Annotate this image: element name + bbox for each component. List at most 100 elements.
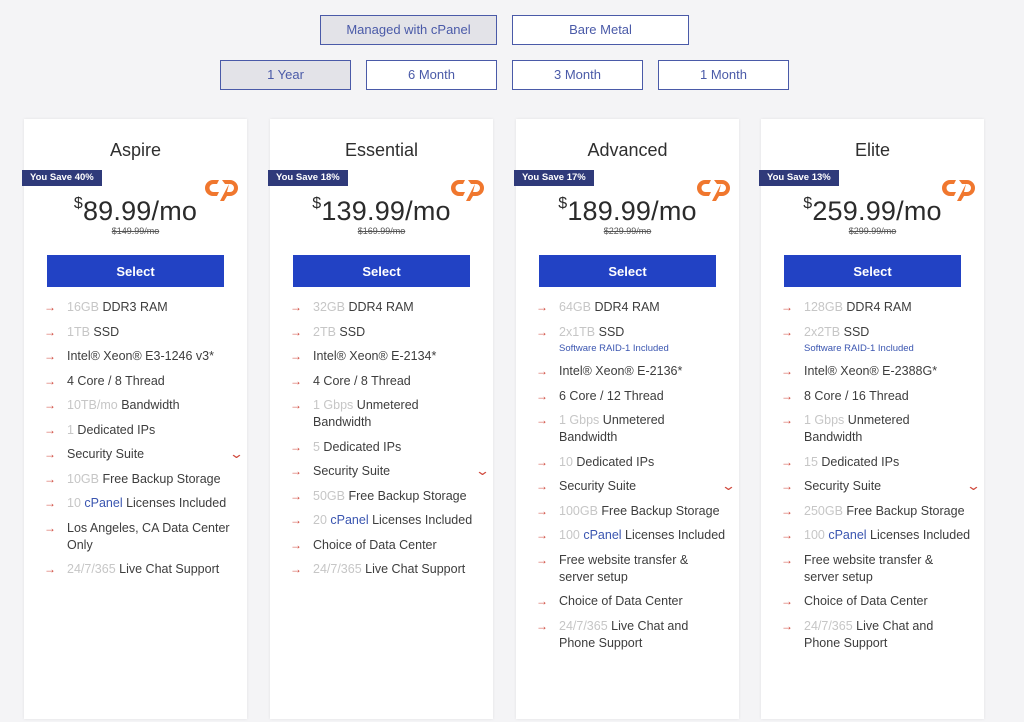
feature-item: → 100 cPanel Licenses Included	[781, 527, 971, 544]
cpanel-link[interactable]: cPanel	[824, 528, 867, 542]
feature-text: 6 Core / 12 Thread	[559, 388, 664, 403]
arrow-right-icon: →	[536, 479, 548, 493]
arrow-right-icon: →	[44, 520, 56, 535]
feature-highlight: 24/7/365	[313, 562, 362, 576]
arrow-right-icon: →	[44, 373, 56, 388]
arrow-right-icon: →	[536, 503, 548, 518]
save-badge: You Save 18%	[268, 170, 348, 186]
feature-highlight: 100	[804, 528, 825, 542]
feature-text: Free Backup Storage	[597, 503, 720, 518]
security-suite-toggle[interactable]: → Security Suite ⌄	[781, 478, 981, 495]
feature-text: Security Suite	[559, 479, 637, 493]
arrow-right-icon: →	[44, 496, 56, 510]
arrow-right-icon: →	[781, 528, 793, 542]
price-value: 259.99/mo	[812, 196, 942, 226]
feature-text: Dedicated IPs	[817, 454, 900, 469]
feature-highlight: 2x2TB	[804, 324, 841, 339]
security-suite-toggle[interactable]: → Security Suite ⌄	[536, 478, 736, 495]
feature-text: Intel® Xeon® E-2388G*	[804, 364, 938, 378]
security-suite-toggle[interactable]: → Security Suite ⌄	[290, 463, 490, 480]
feature-text: Choice of Data Center	[313, 537, 437, 552]
cpanel-link[interactable]: cPanel	[579, 528, 622, 542]
chevron-down-icon[interactable]: ⌄	[965, 478, 982, 493]
feature-item: → Intel® Xeon® E3-1246 v3*	[44, 348, 234, 365]
tab-6-month[interactable]: 6 Month	[366, 60, 497, 90]
feature-highlight: 16GB	[67, 300, 99, 314]
feature-text: Live Chat and Phone Support	[804, 618, 934, 650]
feature-highlight: 100GB	[559, 503, 598, 518]
arrow-right-icon: →	[290, 349, 302, 363]
feature-item: → 128GB DDR4 RAM	[781, 299, 971, 316]
feature-item: → 24/7/365 Live Chat and Phone Support	[536, 618, 726, 652]
select-button[interactable]: Select	[784, 255, 961, 287]
chevron-down-icon[interactable]: ⌄	[228, 446, 245, 461]
arrow-right-icon: →	[536, 528, 548, 542]
feature-highlight: 1 Gbps	[313, 398, 354, 412]
feature-text: Choice of Data Center	[804, 594, 928, 608]
feature-item: → Choice of Data Center	[781, 593, 971, 610]
feature-text: 4 Core / 8 Thread	[313, 373, 411, 388]
chevron-down-icon[interactable]: ⌄	[720, 478, 737, 493]
feature-text: Free Backup Storage	[98, 471, 221, 486]
feature-highlight: 10TB/mo	[67, 398, 118, 412]
feature-highlight: 2TB	[313, 324, 336, 339]
feature-item: → 32GB DDR4 RAM	[290, 299, 480, 316]
cpanel-logo-icon	[942, 180, 975, 201]
old-price: $169.99/mo	[357, 226, 406, 236]
feature-item: → 1 Gbps Unmetered Bandwidth	[290, 397, 480, 431]
feature-item: → 24/7/365 Live Chat and Phone Support	[781, 618, 971, 652]
arrow-right-icon: →	[44, 562, 56, 576]
price-value: 139.99/mo	[321, 196, 451, 226]
plan-card-essential: Essential You Save 18% $139.99/mo $169.99/…	[268, 119, 493, 719]
feature-text: Dedicated IPs	[319, 439, 402, 454]
arrow-right-icon: →	[44, 422, 56, 437]
feature-highlight: 1 Gbps	[559, 413, 600, 427]
cpanel-link[interactable]: cPanel	[80, 496, 123, 510]
feature-text: Free website transfer & server setup	[559, 552, 689, 584]
feature-item: → 2TB SSD	[290, 324, 480, 341]
arrow-right-icon: →	[781, 552, 793, 567]
tab-3-month[interactable]: 3 Month	[512, 60, 643, 90]
select-button[interactable]: Select	[539, 255, 716, 287]
feature-item: → 4 Core / 8 Thread	[290, 373, 480, 390]
arrow-right-icon: →	[44, 471, 56, 486]
chevron-down-icon[interactable]: ⌄	[474, 463, 491, 478]
feature-item: → Free website transfer & server setup	[536, 552, 726, 586]
arrow-right-icon: →	[290, 513, 302, 527]
save-badge: You Save 17%	[514, 170, 594, 186]
select-button[interactable]: Select	[47, 255, 224, 287]
feature-item: → 10GB Free Backup Storage	[44, 471, 234, 488]
tab-managed-cpanel[interactable]: Managed with cPanel	[320, 15, 497, 45]
feature-text: 8 Core / 16 Thread	[804, 388, 909, 403]
price: $259.99/mo	[761, 195, 984, 227]
feature-highlight: 1TB	[67, 324, 90, 339]
tab-1-year[interactable]: 1 Year	[220, 60, 351, 90]
feature-list: → 32GB DDR4 RAM → 2TB SSD → Intel® Xeon® E-21…	[290, 299, 490, 586]
arrow-right-icon: →	[536, 454, 548, 469]
currency-symbol: $	[803, 195, 813, 212]
feature-item: → 1 Dedicated IPs	[44, 422, 234, 439]
feature-item: → 10 cPanel Licenses Included	[44, 495, 234, 512]
feature-item: → 64GB DDR4 RAM	[536, 299, 726, 316]
tab-bare-metal[interactable]: Bare Metal	[512, 15, 689, 45]
plan-name: Aspire	[109, 140, 162, 160]
feature-item: → 50GB Free Backup Storage	[290, 488, 480, 505]
select-button[interactable]: Select	[293, 255, 470, 287]
cpanel-logo-icon	[451, 180, 484, 201]
arrow-right-icon: →	[536, 594, 548, 608]
security-suite-toggle[interactable]: → Security Suite ⌄	[44, 446, 244, 463]
feature-highlight: 20	[313, 513, 327, 527]
feature-text: Los Angeles, CA Data Center Only	[67, 520, 230, 552]
arrow-right-icon: →	[536, 324, 548, 339]
arrow-right-icon: →	[290, 300, 302, 314]
arrow-right-icon: →	[781, 388, 793, 403]
arrow-right-icon: →	[781, 479, 793, 493]
arrow-right-icon: →	[536, 364, 548, 378]
old-price: $149.99/mo	[111, 226, 160, 236]
arrow-right-icon: →	[781, 594, 793, 608]
tab-1-month[interactable]: 1 Month	[658, 60, 789, 90]
cpanel-logo-icon	[697, 180, 730, 201]
cpanel-logo-icon	[205, 180, 238, 201]
cpanel-link[interactable]: cPanel	[326, 513, 369, 527]
old-price: $299.99/mo	[848, 226, 897, 236]
